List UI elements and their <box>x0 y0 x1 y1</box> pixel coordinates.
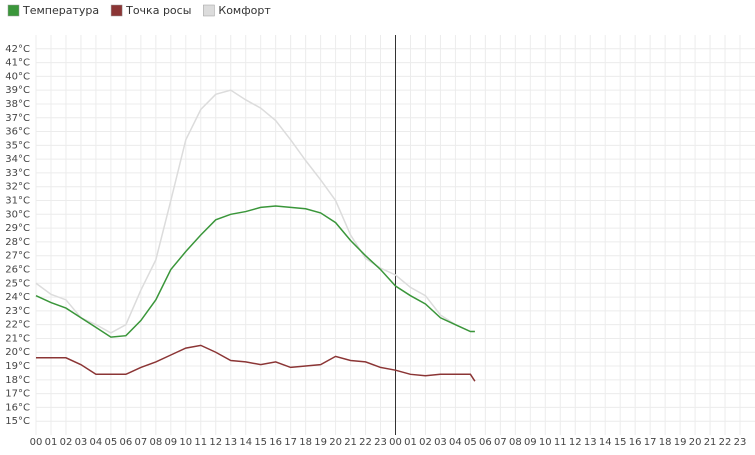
y-tick-label: 22°C <box>5 320 30 331</box>
y-tick-label: 15°C <box>5 416 30 427</box>
y-tick-label: 25°C <box>5 278 30 289</box>
x-tick-label: 00 <box>389 437 402 448</box>
x-tick-label: 08 <box>149 437 162 448</box>
x-tick-label: 07 <box>494 437 507 448</box>
y-tick-label: 31°C <box>5 196 30 207</box>
y-tick-label: 39°C <box>5 85 30 96</box>
y-tick-label: 34°C <box>5 154 30 165</box>
x-tick-label: 16 <box>629 437 642 448</box>
legend-label: Комфорт <box>218 4 271 17</box>
x-tick-label: 07 <box>134 437 147 448</box>
y-tick-label: 19°C <box>5 361 30 372</box>
x-tick-label: 23 <box>734 437 747 448</box>
y-tick-label: 29°C <box>5 223 30 234</box>
y-tick-label: 23°C <box>5 306 30 317</box>
x-tick-label: 06 <box>479 437 492 448</box>
x-tick-label: 19 <box>314 437 327 448</box>
y-tick-label: 26°C <box>5 264 30 275</box>
x-tick-label: 03 <box>434 437 447 448</box>
x-tick-label: 04 <box>449 437 462 448</box>
x-tick-label: 15 <box>614 437 627 448</box>
y-tick-label: 16°C <box>5 402 30 413</box>
x-tick-label: 11 <box>554 437 567 448</box>
y-tick-label: 36°C <box>5 127 30 138</box>
x-tick-label: 23 <box>374 437 387 448</box>
y-tick-label: 40°C <box>5 71 30 82</box>
x-tick-label: 06 <box>120 437 133 448</box>
x-tick-label: 01 <box>45 437 58 448</box>
x-tick-label: 19 <box>674 437 687 448</box>
y-tick-label: 17°C <box>5 389 30 400</box>
y-tick-label: 30°C <box>5 209 30 220</box>
x-tick-label: 14 <box>599 437 612 448</box>
x-tick-label: 05 <box>464 437 477 448</box>
legend: Температура Точка росы Комфорт <box>7 4 271 17</box>
series-line <box>35 205 475 338</box>
y-tick-label: 42°C <box>5 44 30 55</box>
x-tick-label: 08 <box>509 437 522 448</box>
x-tick-label: 09 <box>524 437 537 448</box>
x-tick-label: 22 <box>359 437 372 448</box>
x-tick-label: 21 <box>704 437 717 448</box>
x-tick-label: 22 <box>719 437 732 448</box>
x-tick-label: 10 <box>179 437 192 448</box>
y-tick-label: 33°C <box>5 168 30 179</box>
x-tick-label: 21 <box>344 437 357 448</box>
legend-swatch <box>110 4 123 17</box>
x-tick-label: 17 <box>284 437 297 448</box>
y-tick-label: 20°C <box>5 347 30 358</box>
series-line <box>35 89 475 334</box>
x-tick-label: 00 <box>30 437 43 448</box>
x-tick-label: 13 <box>224 437 237 448</box>
x-tick-label: 15 <box>254 437 267 448</box>
legend-label: Температура <box>22 4 99 17</box>
x-tick-label: 16 <box>269 437 282 448</box>
y-tick-label: 18°C <box>5 375 30 386</box>
y-tick-label: 35°C <box>5 140 30 151</box>
y-tick-label: 32°C <box>5 182 30 193</box>
x-tick-label: 10 <box>539 437 552 448</box>
y-tick-label: 41°C <box>5 58 30 69</box>
x-tick-label: 20 <box>689 437 702 448</box>
legend-swatch <box>7 4 20 17</box>
y-tick-label: 27°C <box>5 251 30 262</box>
y-tick-label: 37°C <box>5 113 30 124</box>
legend-label: Точка росы <box>125 4 191 17</box>
x-tick-label: 12 <box>209 437 222 448</box>
x-tick-label: 20 <box>329 437 342 448</box>
x-tick-label: 17 <box>644 437 657 448</box>
y-tick-label: 24°C <box>5 292 30 303</box>
x-tick-label: 09 <box>164 437 177 448</box>
x-tick-label: 18 <box>659 437 672 448</box>
y-tick-label: 28°C <box>5 237 30 248</box>
x-tick-label: 01 <box>404 437 417 448</box>
x-tick-label: 03 <box>75 437 88 448</box>
x-tick-label: 02 <box>419 437 432 448</box>
x-tick-label: 12 <box>569 437 582 448</box>
x-tick-label: 05 <box>105 437 118 448</box>
x-tick-label: 14 <box>239 437 252 448</box>
y-tick-label: 38°C <box>5 99 30 110</box>
y-tick-label: 21°C <box>5 333 30 344</box>
series-line <box>36 344 476 382</box>
x-tick-label: 02 <box>60 437 73 448</box>
x-tick-label: 18 <box>299 437 312 448</box>
x-tick-label: 04 <box>90 437 103 448</box>
x-tick-label: 11 <box>194 437 207 448</box>
legend-swatch <box>203 4 215 17</box>
x-tick-label: 13 <box>584 437 597 448</box>
